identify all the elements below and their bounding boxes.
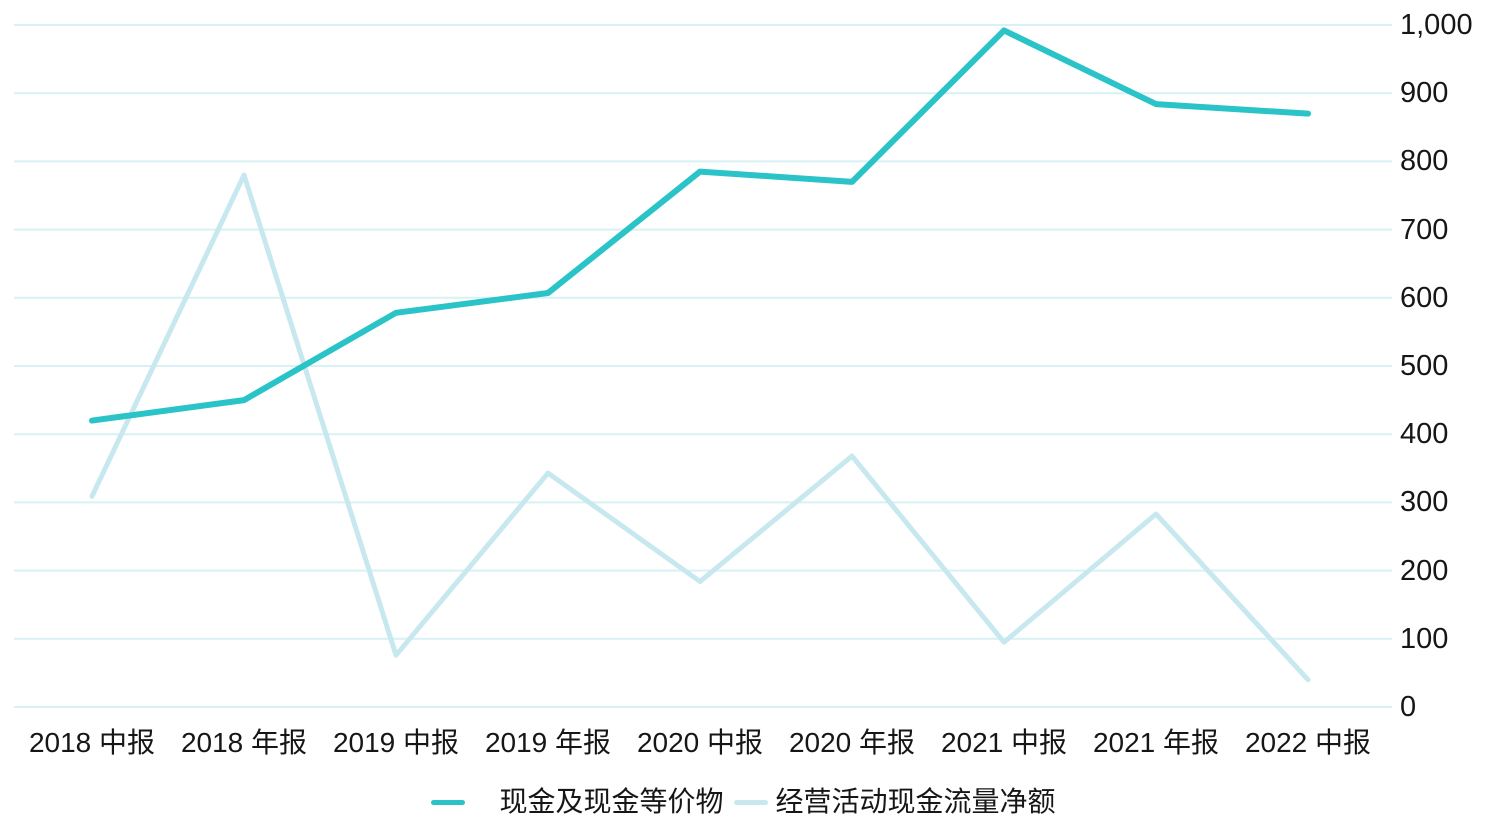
legend-label-operating-cash-flow: 经营活动现金流量净额 [775, 786, 1056, 817]
x-tick-label: 2022 中报 [1244, 727, 1372, 758]
y-tick-label: 0 [1400, 691, 1417, 723]
legend-item-cash-equivalents[interactable]: 现金及现金等价物 [431, 786, 724, 818]
y-tick-label: 100 [1400, 622, 1449, 655]
y-tick-label: 400 [1400, 418, 1449, 451]
operating-cash-flow-line-marker-icon [733, 799, 768, 805]
y-tick-label: 1,000 [1400, 9, 1473, 41]
legend-item-operating-cash-flow[interactable]: 经营活动现金流量净额 [733, 786, 1056, 818]
y-tick-label: 300 [1400, 486, 1449, 519]
x-tick-label: 2019 中报 [332, 727, 460, 758]
x-tick-label: 2020 中报 [636, 727, 764, 758]
x-tick-label: 2021 中报 [940, 727, 1068, 758]
y-tick-label: 600 [1400, 281, 1449, 314]
y-tick-label: 900 [1400, 77, 1449, 110]
y-tick-label: 700 [1400, 213, 1449, 246]
series-lines-group [89, 27, 1311, 683]
y-tick-label: 500 [1400, 350, 1449, 382]
legend-label-cash-equivalents: 现金及现金等价物 [499, 786, 724, 817]
x-tick-label: 2018 中报 [28, 727, 156, 758]
y-tick-label: 800 [1400, 145, 1449, 178]
y-tick-label: 200 [1400, 554, 1449, 587]
cash-equivalents-line[interactable] [89, 27, 1311, 424]
x-tick-label: 2019 年报 [484, 727, 612, 758]
gridlines-group [14, 24, 1392, 708]
legend: 现金及现金等价物 经营活动现金流量净额 [0, 786, 1487, 818]
x-tick-label: 2021 年报 [1092, 727, 1220, 758]
x-tick-label: 2020 年报 [788, 727, 916, 758]
cash-equivalents-line-marker-icon [431, 799, 466, 805]
operating-cash-flow-line[interactable] [89, 172, 1311, 683]
x-tick-label: 2018 年报 [180, 727, 308, 758]
